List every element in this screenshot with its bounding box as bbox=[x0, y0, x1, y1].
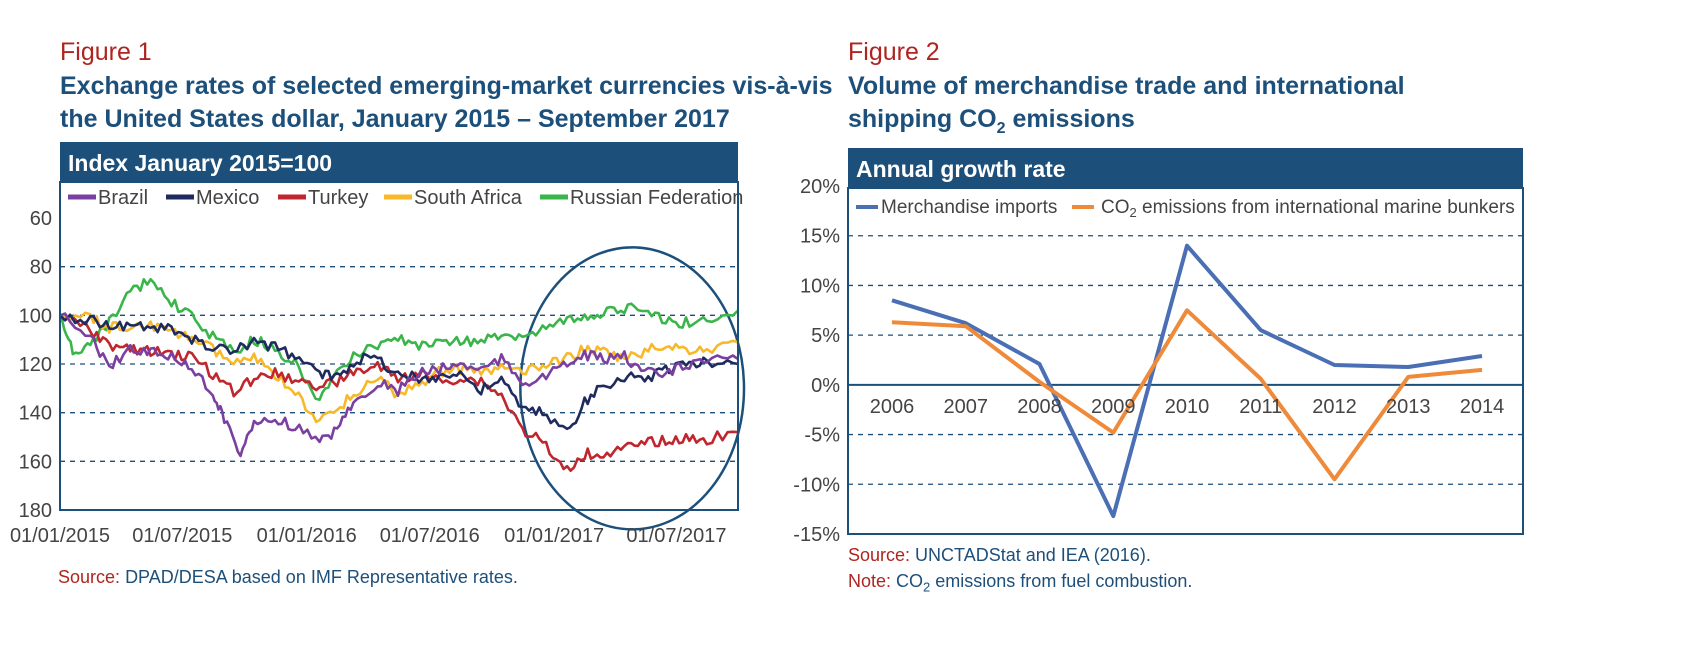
legend-label-mexico: Mexico bbox=[196, 187, 259, 209]
figure1-source-text: DPAD/DESA based on IMF Representative ra… bbox=[125, 567, 518, 587]
series-line-south-africa bbox=[59, 311, 739, 424]
legend-label-russian-federation: Russian Federation bbox=[570, 187, 743, 209]
figure2-note-sub: 2 bbox=[923, 579, 931, 595]
y-tick-label-10: -10% bbox=[793, 474, 840, 496]
figure2-title-line2-post: emissions bbox=[1005, 105, 1135, 133]
y-tick-label-5: -5% bbox=[804, 425, 840, 447]
y-tick-label-15: 15% bbox=[800, 226, 840, 248]
x-tick-label-2007: 2007 bbox=[944, 396, 989, 418]
y-tick-label-180: 180 bbox=[19, 500, 52, 522]
figure1-title-line1: Exchange rates of selected emerging-mark… bbox=[60, 72, 833, 100]
x-tick-label-2014: 2014 bbox=[1460, 396, 1505, 418]
figure2-source-label: Source: bbox=[848, 545, 911, 565]
series-line-merchandise-imports bbox=[891, 243, 1483, 519]
x-tick-label-2008: 2008 bbox=[1017, 396, 1062, 418]
y-tick-label-20: 20% bbox=[800, 176, 840, 198]
legend-label-turkey: Turkey bbox=[308, 187, 368, 209]
y-tick-label-10: 10% bbox=[800, 275, 840, 297]
series-line-mexico bbox=[59, 313, 739, 431]
figure1-title: Exchange rates of selected emerging-mark… bbox=[60, 70, 833, 136]
legend-label-co2-pre: CO bbox=[1101, 197, 1130, 218]
x-tick-label-01-01-2015: 01/01/2015 bbox=[10, 525, 110, 547]
figure2-note-line: Note: CO2 emissions from fuel combustion… bbox=[848, 568, 1192, 601]
x-tick-label-2010: 2010 bbox=[1165, 396, 1210, 418]
y-tick-label-160: 160 bbox=[19, 451, 52, 473]
figure2-source-text: UNCTADStat and IEA (2016). bbox=[910, 545, 1151, 565]
y-tick-label-0: 0% bbox=[811, 375, 840, 397]
x-tick-label-2006: 2006 bbox=[870, 396, 915, 418]
figure1-chart: 60 80 100 120 140 160 180 01/01/2015 01/07/2015… bbox=[10, 181, 746, 547]
legend-label-co2-sub: 2 bbox=[1130, 205, 1137, 220]
highlight-ellipse bbox=[519, 246, 746, 531]
y-tick-label-80: 80 bbox=[30, 257, 52, 279]
figure2-plot-frame bbox=[847, 187, 1524, 535]
x-tick-label-01-01-2017: 01/01/2017 bbox=[504, 525, 604, 547]
figure1-source-label: Source: bbox=[58, 567, 121, 587]
figure2-title-line2-pre: shipping CO bbox=[848, 105, 997, 133]
series-line-russian-federation bbox=[58, 278, 739, 402]
legend-label-co2-post: emissions from international marine bunk… bbox=[1137, 197, 1515, 218]
figure1-source: Source: DPAD/DESA based on IMF Represent… bbox=[58, 564, 518, 590]
series-line-brazil bbox=[59, 312, 739, 458]
legend-label-south-africa: South Africa bbox=[414, 187, 523, 209]
x-tick-label-01-07-2015: 01/07/2015 bbox=[132, 525, 232, 547]
figure2-band: Annual growth rate bbox=[848, 148, 1523, 188]
legend-label-brazil: Brazil bbox=[98, 187, 148, 209]
y-tick-label-100: 100 bbox=[19, 305, 52, 327]
figure2-source-line: Source: UNCTADStat and IEA (2016). bbox=[848, 542, 1192, 568]
figure2-note-post: emissions from fuel combustion. bbox=[930, 571, 1193, 591]
figure2-title-line2-sub: 2 bbox=[996, 120, 1006, 137]
y-tick-label-140: 140 bbox=[19, 403, 52, 425]
figure2-title: Volume of merchandise trade and internat… bbox=[848, 70, 1405, 145]
figure2-chart: -15% -10% -5% 0% 5% 10% 15% 20% 2006 2007 2008 200… bbox=[793, 176, 1524, 546]
figure1-label: Figure 1 bbox=[60, 38, 152, 66]
x-tick-label-01-01-2016: 01/01/2016 bbox=[257, 525, 357, 547]
figure1-title-line2: the United States dollar, January 2015 –… bbox=[60, 105, 730, 133]
figure1-band: Index January 2015=100 bbox=[60, 142, 738, 182]
y-tick-label-15: -15% bbox=[793, 524, 840, 546]
figure1-plot-frame bbox=[59, 181, 739, 511]
x-tick-label-2012: 2012 bbox=[1312, 396, 1357, 418]
x-tick-label-2013: 2013 bbox=[1386, 396, 1431, 418]
figure2-title-line2: shipping CO2 emissions bbox=[848, 103, 1405, 145]
x-tick-label-01-07-2017: 01/07/2017 bbox=[626, 525, 726, 547]
figure2-source: Source: UNCTADStat and IEA (2016). Note:… bbox=[848, 542, 1192, 601]
y-tick-label-60: 60 bbox=[30, 208, 52, 230]
series-line-turkey bbox=[59, 314, 739, 473]
y-tick-label-120: 120 bbox=[19, 354, 52, 376]
series-line-co2-emissions bbox=[891, 308, 1483, 482]
figure2-note-label: Note: bbox=[848, 571, 892, 591]
x-tick-label-2011: 2011 bbox=[1239, 396, 1282, 418]
y-tick-label-5: 5% bbox=[811, 325, 840, 347]
figure2-label: Figure 2 bbox=[848, 38, 940, 66]
x-tick-label-2009: 2009 bbox=[1091, 396, 1136, 418]
legend-label-co2-emissions: CO2 emissions from international marine … bbox=[1101, 197, 1515, 220]
x-tick-label-01-07-2016: 01/07/2016 bbox=[380, 525, 480, 547]
figure2-note-pre: CO bbox=[891, 571, 924, 591]
legend-label-merchandise-imports: Merchandise imports bbox=[881, 197, 1057, 218]
figure2-title-line1: Volume of merchandise trade and internat… bbox=[848, 72, 1405, 100]
